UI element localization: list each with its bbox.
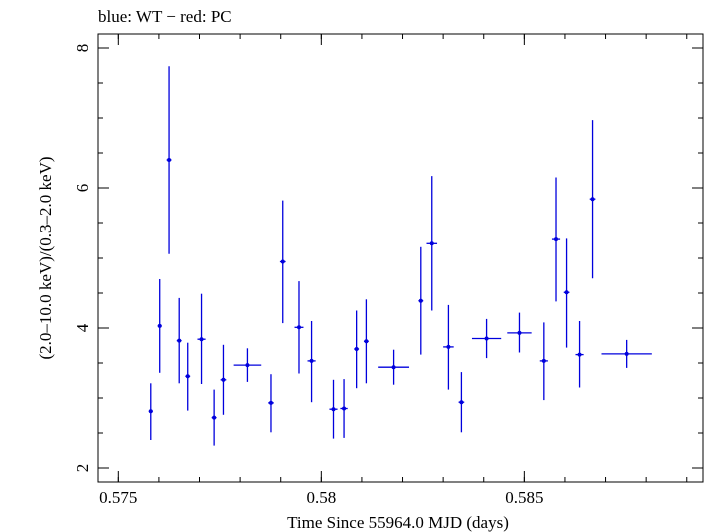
data-point [197,293,206,384]
data-marker [391,365,396,370]
data-point [563,238,570,348]
x-axis-label: Time Since 55964.0 MJD (days) [287,513,509,532]
data-marker [364,339,369,344]
data-marker [354,347,359,351]
data-point [157,279,162,373]
data-point [185,342,191,411]
data-point [507,312,532,353]
y-tick-label: 6 [73,184,92,193]
data-point [458,372,465,433]
x-tick-label: 0.585 [505,488,543,507]
data-point [551,177,561,302]
data-point [307,321,316,403]
data-marker [296,325,301,330]
data-marker [331,407,336,412]
data-point [294,281,304,374]
axis-ticks [98,34,703,482]
data-marker [429,241,434,246]
y-tick-label: 2 [73,464,92,473]
data-marker [221,377,226,382]
x-tick-label: 0.58 [306,488,336,507]
data-point [176,297,182,384]
data-point [268,374,274,433]
tick-labels: 0.575 0.58 0.585 2 4 6 8 [73,44,543,507]
data-marker [280,259,285,264]
data-point [589,120,596,279]
data-marker [517,330,522,335]
data-marker [590,197,595,202]
data-marker [624,351,629,356]
data-marker [185,374,190,379]
data-point [575,321,584,388]
x-tick-label: 0.575 [99,488,137,507]
data-point [148,383,153,440]
data-marker [167,158,172,162]
data-point [220,344,227,415]
data-points [148,66,652,446]
data-marker [199,337,204,342]
data-marker [577,352,582,357]
data-marker [309,358,314,363]
data-point [471,318,502,359]
chart-title: blue: WT − red: PC [98,7,232,26]
data-point [211,389,217,446]
data-marker [541,358,546,363]
y-axis-label: (2.0–10.0 keV)/(0.3–2.0 keV) [36,156,55,359]
data-point [426,176,438,311]
plot-frame [97,33,704,483]
y-tick-label: 8 [73,44,92,53]
data-marker [484,336,489,341]
data-marker [245,363,250,368]
data-marker [446,344,451,349]
data-point [354,310,360,389]
data-marker [212,415,217,420]
data-point [166,66,172,254]
data-point [233,348,262,382]
data-point [378,349,410,385]
data-marker [177,338,182,343]
data-point [340,379,348,438]
data-marker [564,290,569,295]
data-marker [459,400,464,405]
data-point [363,299,369,384]
data-point [601,339,652,368]
data-point [539,322,548,401]
data-marker [148,409,153,414]
data-marker [418,298,423,303]
data-point [329,379,338,439]
data-point [418,246,424,355]
y-tick-label: 4 [73,323,92,332]
data-marker [157,323,162,328]
data-marker [268,400,273,405]
data-marker [554,237,559,242]
data-marker [342,406,347,411]
data-point [443,304,454,390]
data-point [279,200,286,324]
